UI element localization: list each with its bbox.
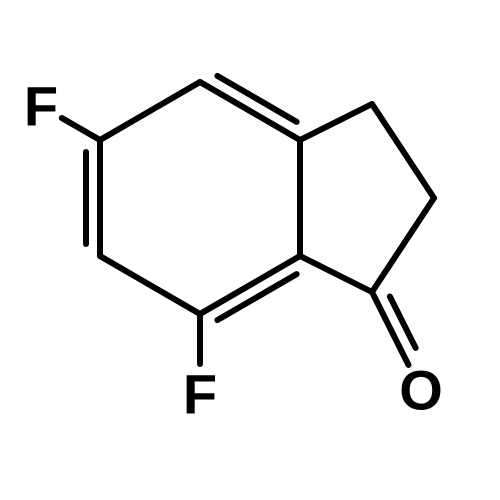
atom-label-o: O xyxy=(399,359,443,422)
molecule-diagram: O F F xyxy=(0,0,500,500)
atom-label-f2: F xyxy=(183,363,217,426)
atom-label-f1: F xyxy=(24,75,58,138)
canvas-background xyxy=(0,0,500,500)
